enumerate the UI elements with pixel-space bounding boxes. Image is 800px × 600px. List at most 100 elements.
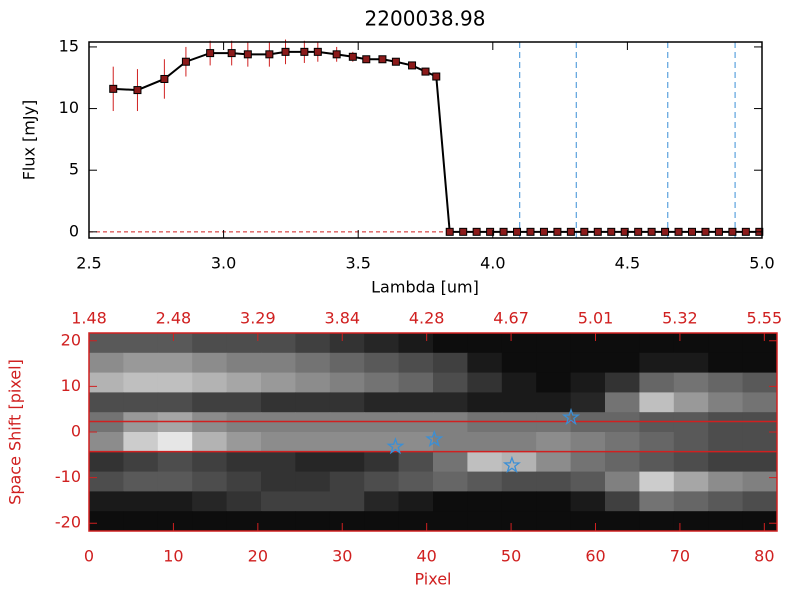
heatmap-cell	[433, 392, 468, 413]
data-point	[160, 74, 169, 83]
data-point	[348, 52, 357, 61]
heatmap-cell	[123, 511, 159, 532]
heatmap-cell	[467, 511, 503, 532]
x2-tick-label: 1.48	[71, 309, 107, 328]
heatmap-cell	[398, 511, 434, 532]
heatmap-cell	[742, 451, 778, 473]
heatmap-cell	[605, 372, 640, 393]
data-point	[688, 227, 697, 236]
heatmap-cell	[639, 491, 675, 512]
heatmap-cell	[295, 511, 331, 532]
data-point	[243, 50, 252, 59]
data-point	[728, 227, 737, 236]
heatmap-cell	[742, 333, 778, 354]
heatmap-cell	[639, 392, 675, 413]
heatmap-cell	[433, 511, 468, 532]
heatmap-cell	[364, 471, 400, 492]
heatmap-cell	[433, 471, 468, 492]
heatmap-cell	[123, 392, 159, 413]
data-point	[472, 227, 481, 236]
y-tick-label: -20	[55, 513, 81, 532]
heatmap-cell	[570, 451, 606, 473]
data-point	[647, 227, 656, 236]
heatmap-cell	[639, 352, 675, 374]
x-axis-label: Pixel	[414, 570, 451, 589]
heatmap-cell	[89, 511, 124, 532]
heatmap-cell	[89, 412, 124, 433]
heatmap-cell	[157, 333, 193, 354]
data-point	[526, 227, 535, 236]
heatmap-cell	[398, 432, 434, 453]
heatmap-cell	[673, 491, 709, 512]
heatmap-cell	[398, 451, 434, 473]
heatmap-cell	[501, 471, 537, 492]
heatmap-cell	[673, 352, 709, 374]
heatmap-cell	[708, 352, 744, 374]
heatmap-cell	[639, 412, 675, 433]
heatmap-cell	[536, 511, 572, 532]
heatmap-cell	[570, 352, 606, 374]
heatmap-cell	[605, 491, 640, 512]
data-point	[281, 47, 290, 56]
heatmap-cell	[433, 372, 468, 393]
heatmap-cell	[226, 352, 262, 374]
heatmap-cell	[123, 412, 159, 433]
heatmap-cell	[673, 511, 709, 532]
plot-frame	[88, 41, 763, 239]
data-point	[362, 55, 371, 64]
heatmap-cell	[157, 352, 193, 374]
heatmap-cell	[605, 451, 640, 473]
x-tick-label: 70	[670, 547, 690, 566]
y-tick-label: -10	[55, 467, 81, 486]
x2-tick-label: 3.29	[240, 309, 276, 328]
heatmap-cell	[605, 333, 640, 354]
heatmap-cell	[398, 491, 434, 512]
heatmap-cell	[329, 392, 365, 413]
heatmap-cell	[123, 471, 159, 492]
heatmap-cell	[536, 491, 572, 512]
heatmap-cell	[157, 412, 193, 433]
heatmap-cell	[605, 352, 640, 374]
data-point	[432, 72, 441, 81]
data-point	[701, 227, 710, 236]
heatmap-cell	[536, 372, 572, 393]
heatmap-cell	[501, 491, 537, 512]
heatmap-cell	[329, 372, 365, 393]
heatmap-cell	[501, 352, 537, 374]
heatmap-cell	[364, 372, 400, 393]
heatmap-cell	[673, 333, 709, 354]
heatmap-cell	[501, 412, 537, 433]
data-point	[265, 50, 274, 59]
data-point	[445, 227, 454, 236]
data-point	[408, 61, 417, 70]
x2-tick-label: 5.55	[747, 309, 783, 328]
heatmap-cell	[433, 451, 468, 473]
heatmap-cell	[536, 352, 572, 374]
heatmap-cell	[639, 333, 675, 354]
heatmap-cell	[501, 333, 537, 354]
heatmap-cell	[226, 372, 262, 393]
data-point	[741, 227, 750, 236]
y-axis-label: Flux [mJy]	[20, 100, 39, 181]
y-tick-label: 20	[61, 330, 81, 349]
heatmap-cell	[226, 333, 262, 354]
heatmap-cell	[433, 333, 468, 354]
heatmap-cell	[89, 432, 124, 453]
heatmap-cell	[295, 471, 331, 492]
heatmap-cell	[708, 451, 744, 473]
heatmap-cell	[329, 511, 365, 532]
heatmap-cell	[295, 451, 331, 473]
data-point	[109, 84, 118, 93]
heatmap-cell	[639, 432, 675, 453]
heatmap-cell	[157, 511, 193, 532]
heatmap-cell	[398, 333, 434, 354]
heatmap-cell	[570, 432, 606, 453]
heatmap-cell	[536, 471, 572, 492]
heatmap-cell	[192, 352, 228, 374]
data-point	[391, 57, 400, 66]
heatmap-cell	[329, 352, 365, 374]
heatmap-cell	[261, 451, 296, 473]
heatmap-cell	[605, 471, 640, 492]
heatmap-cell	[742, 352, 778, 374]
heatmap-cell	[708, 412, 744, 433]
